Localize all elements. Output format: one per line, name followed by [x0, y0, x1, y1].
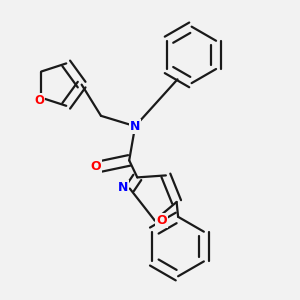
Text: O: O: [90, 160, 101, 173]
Text: O: O: [156, 214, 166, 227]
Text: N: N: [130, 120, 140, 133]
Text: N: N: [118, 181, 128, 194]
Text: O: O: [34, 94, 44, 106]
